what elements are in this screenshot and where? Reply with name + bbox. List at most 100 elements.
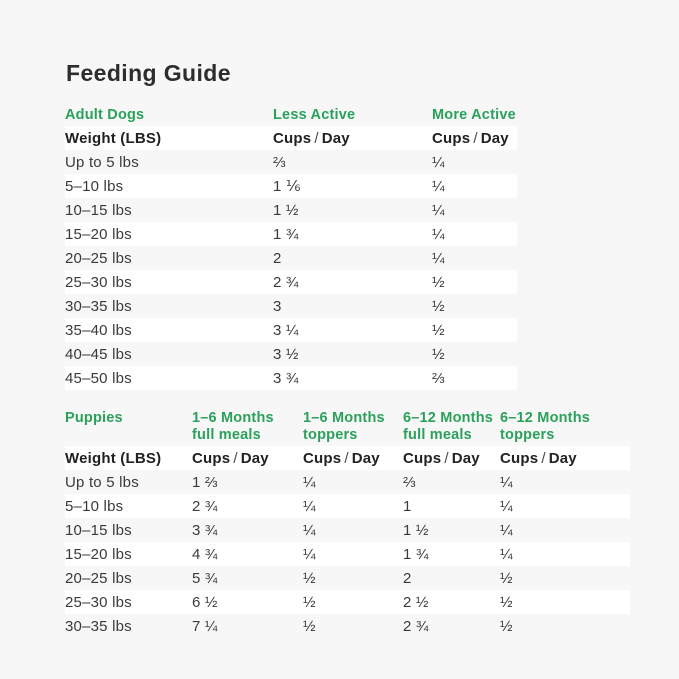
table-row: 15–20 lbs 1 ¾ ¼	[65, 222, 517, 246]
day-label: Day	[480, 129, 509, 147]
slash-separator: /	[344, 449, 349, 467]
cups-per-day-cell: 3 ½	[273, 345, 299, 363]
cups-per-day-cell: 2 ½	[403, 593, 429, 611]
puppy-section-header-row: Puppies 1–6 Months full meals 1–6 Months…	[65, 410, 630, 446]
cups-per-day-cell: 1 ½	[273, 201, 299, 219]
weight-range-cell: Up to 5 lbs	[65, 473, 139, 491]
table-row: 30–35 lbs 7 ¼ ½ 2 ¾ ½	[65, 614, 630, 638]
puppy-cups-day-header-3: Cups / Day	[403, 450, 500, 467]
cups-per-day-cell: ½	[303, 593, 316, 611]
weight-range-cell: 15–20 lbs	[65, 225, 132, 243]
weight-range-cell: 45–50 lbs	[65, 369, 132, 387]
adult-col-header-less-active: Less Active	[273, 106, 356, 123]
puppy-subheader-row: Weight (LBS) Cups / Day Cups / Day Cups / Day …	[65, 446, 630, 470]
cups-per-day-cell: 3	[273, 297, 282, 315]
page-title: Feeding Guide	[66, 60, 231, 86]
cups-per-day-cell: 3 ¾	[192, 521, 218, 539]
cups-per-day-cell: ¼	[432, 201, 445, 219]
cups-per-day-cell: ⅔	[403, 473, 416, 491]
weight-range-cell: 30–35 lbs	[65, 617, 132, 635]
adult-section-title: Adult Dogs	[65, 106, 145, 123]
weight-range-cell: 30–35 lbs	[65, 297, 132, 315]
cups-per-day-cell: 2 ¾	[192, 497, 218, 515]
cups-per-day-cell: ½	[500, 617, 513, 635]
puppy-table-body: Up to 5 lbs 1 ⅔ ¼ ⅔ ¼ 5–10 lbs 2 ¾ ¼ 1 ¼ 10–15 lbs…	[65, 470, 630, 638]
cups-per-day-cell: ¼	[432, 225, 445, 243]
cups-per-day-cell: ½	[432, 321, 445, 339]
table-row: 25–30 lbs 2 ¾ ½	[65, 270, 517, 294]
day-label: Day	[548, 449, 577, 467]
cups-label: Cups	[273, 129, 312, 147]
slash-separator: /	[473, 129, 478, 147]
table-row: 5–10 lbs 2 ¾ ¼ 1 ¼	[65, 494, 630, 518]
slash-separator: /	[314, 129, 319, 147]
day-label: Day	[451, 449, 480, 467]
weight-range-cell: 25–30 lbs	[65, 273, 132, 291]
table-row: Up to 5 lbs 1 ⅔ ¼ ⅔ ¼	[65, 470, 630, 494]
weight-range-cell: 15–20 lbs	[65, 545, 132, 563]
puppy-col-header-6-12-toppers: 6–12 Months toppers	[500, 410, 630, 444]
cups-per-day-cell: ½	[500, 593, 513, 611]
cups-per-day-cell: ¼	[432, 249, 445, 267]
col-header-line1: 1–6 Months	[192, 410, 274, 426]
table-row: 20–25 lbs 5 ¾ ½ 2 ½	[65, 566, 630, 590]
weight-range-cell: 25–30 lbs	[65, 593, 132, 611]
cups-per-day-cell: 1 ¾	[273, 225, 299, 243]
puppy-col-header-1-6-full-meals: 1–6 Months full meals	[192, 410, 303, 444]
puppy-cups-day-header-1: Cups / Day	[192, 450, 303, 467]
day-label: Day	[351, 449, 380, 467]
table-row: 30–35 lbs 3 ½	[65, 294, 517, 318]
cups-per-day-cell: 2	[273, 249, 282, 267]
cups-label: Cups	[432, 129, 471, 147]
cups-per-day-cell: ¼	[303, 521, 316, 539]
col-header-line2: full meals	[403, 427, 472, 443]
cups-per-day-cell: 3 ¾	[273, 369, 299, 387]
cups-per-day-cell: 5 ¾	[192, 569, 218, 587]
table-row: 5–10 lbs 1 ⅙ ¼	[65, 174, 517, 198]
col-header-line1: 6–12 Months	[500, 410, 591, 426]
table-row: 25–30 lbs 6 ½ ½ 2 ½ ½	[65, 590, 630, 614]
table-row: 15–20 lbs 4 ¾ ¼ 1 ¾ ¼	[65, 542, 630, 566]
cups-per-day-cell: 1 ½	[403, 521, 429, 539]
day-label: Day	[240, 449, 269, 467]
adult-col-header-more-active: More Active	[432, 106, 516, 123]
cups-per-day-cell: ½	[500, 569, 513, 587]
table-row: 20–25 lbs 2 ¼	[65, 246, 517, 270]
cups-per-day-cell: ¼	[500, 521, 513, 539]
cups-per-day-cell: ½	[432, 273, 445, 291]
weight-range-cell: 20–25 lbs	[65, 569, 132, 587]
cups-per-day-cell: 1	[403, 497, 412, 515]
puppy-section-title: Puppies	[65, 410, 123, 426]
weight-range-cell: 40–45 lbs	[65, 345, 132, 363]
cups-per-day-cell: ¼	[500, 473, 513, 491]
adult-subheader-row: Weight (LBS) Cups / Day Cups / Day	[65, 126, 517, 150]
col-header-line2: toppers	[500, 427, 555, 443]
slash-separator: /	[541, 449, 546, 467]
table-row: Up to 5 lbs ⅔ ¼	[65, 150, 517, 174]
cups-per-day-cell: 1 ¾	[403, 545, 429, 563]
cups-per-day-cell: ¼	[432, 177, 445, 195]
table-row: 10–15 lbs 1 ½ ¼	[65, 198, 517, 222]
slash-separator: /	[233, 449, 238, 467]
puppy-col-header-1-6-toppers: 1–6 Months toppers	[303, 410, 403, 444]
table-row: 40–45 lbs 3 ½ ½	[65, 342, 517, 366]
cups-per-day-cell: ¼	[500, 497, 513, 515]
adult-cups-day-header-more: Cups / Day	[432, 130, 517, 147]
adult-section-header-row: Adult Dogs Less Active More Active	[65, 104, 517, 126]
cups-per-day-cell: ½	[303, 617, 316, 635]
col-header-line1: 6–12 Months	[403, 410, 494, 426]
cups-per-day-cell: ½	[303, 569, 316, 587]
cups-label: Cups	[500, 449, 539, 467]
cups-per-day-cell: 2 ¾	[273, 273, 299, 291]
weight-range-cell: 10–15 lbs	[65, 521, 132, 539]
cups-per-day-cell: ¼	[500, 545, 513, 563]
cups-per-day-cell: 2	[403, 569, 412, 587]
cups-per-day-cell: 7 ¼	[192, 617, 218, 635]
puppy-cups-day-header-4: Cups / Day	[500, 450, 630, 467]
weight-range-cell: Up to 5 lbs	[65, 153, 139, 171]
adult-dogs-table: Adult Dogs Less Active More Active Weigh…	[65, 104, 517, 390]
slash-separator: /	[444, 449, 449, 467]
weight-range-cell: 20–25 lbs	[65, 249, 132, 267]
adult-weight-header: Weight (LBS)	[65, 129, 162, 147]
